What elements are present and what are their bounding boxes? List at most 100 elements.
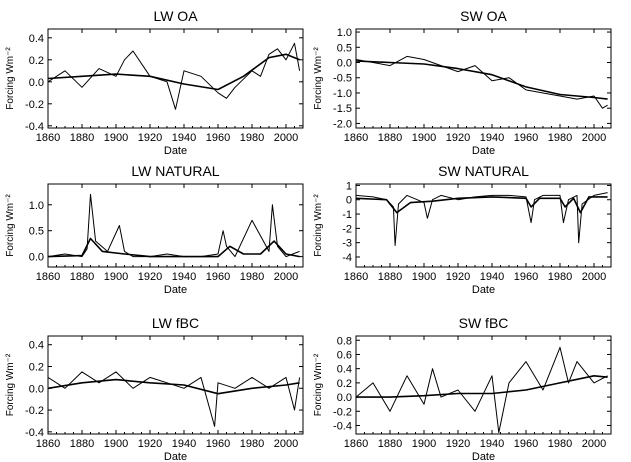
panel-3-title: LW NATURAL [131, 163, 219, 179]
panel-5-x-tick-label: 1980 [240, 438, 264, 450]
panel-2-series-annual-line [356, 55, 608, 109]
panel-3-x-axis-label: Date [164, 284, 187, 296]
panel-3-y-axis-label: Forcing Wm⁻² [5, 194, 16, 257]
panel-4-series-smoothed-line [356, 196, 608, 214]
panel-4-y-tick-label: 1 [346, 180, 352, 192]
panel-6-x-tick-label: 1900 [412, 438, 436, 450]
panel-1-y-tick-label: 0.0 [29, 77, 44, 89]
panel-6-y-tick-label: 0.0 [337, 392, 352, 404]
panel-3-y-tick-label: 0.5 [29, 226, 44, 238]
panel-5-y-tick-label: 0.2 [29, 361, 44, 373]
panel-1-plot-frame [47, 28, 304, 129]
panel-1-x-tick-label: 1940 [172, 132, 196, 144]
panel-5-y-tick-label: -0.4 [25, 427, 44, 439]
panel-4-x-tick-label: 1860 [344, 271, 368, 283]
panel-5: LW fBC Date Forcing Wm⁻² 1860 1880 1900 1920 19… [5, 315, 304, 462]
panel-3-x-tick-label: 1940 [172, 271, 196, 283]
panel-3-x-tick-label: 1860 [36, 271, 60, 283]
panel-5-x-tick-label: 1880 [70, 438, 94, 450]
panel-2-y-axis-label: Forcing Wm⁻² [313, 47, 324, 110]
panel-1-y-tick-label: 0.4 [29, 33, 44, 45]
panel-5-series-smoothed-line [48, 378, 300, 395]
panel-4-y-tick-label: -3 [342, 238, 352, 250]
panel-6-series-smoothed-line [356, 374, 608, 398]
panel-3-series-smoothed-line [48, 237, 300, 258]
panel-2-y-tick-label: 1.0 [337, 27, 352, 39]
panel-6-x-tick-label: 1980 [548, 438, 572, 450]
panel-6: SW fBC Date Forcing Wm⁻² 1860 1880 1900 1920 19… [313, 315, 612, 462]
panel-1-title: LW OA [153, 8, 198, 24]
panel-6-y-axis-label: Forcing Wm⁻² [313, 353, 324, 416]
panel-4-x-tick-label: 1900 [412, 271, 436, 283]
panel-4-series-annual-line [356, 192, 608, 246]
panel-4: SW NATURAL Date Forcing Wm⁻² 1860 1880 1900 19… [313, 163, 612, 296]
panel-3-y-tick-label: 0.0 [29, 252, 44, 264]
panel-4-x-tick-label: 1940 [480, 271, 504, 283]
panel-6-y-tick-label: -0.4 [333, 420, 352, 432]
panel-4-x-tick-label: 1920 [446, 271, 470, 283]
panel-3-x-tick-label: 1900 [104, 271, 128, 283]
panel-6-series-annual-line [356, 346, 608, 434]
panel-6-plot-frame [355, 335, 612, 435]
panel-1-x-tick-label: 1980 [240, 132, 264, 144]
panel-1-x-tick-label: 2000 [274, 132, 298, 144]
panel-2-x-tick-label: 1860 [344, 132, 368, 144]
panel-2-y-tick-label: 0.0 [337, 58, 352, 70]
panel-5-x-tick-label: 2000 [274, 438, 298, 450]
panel-5-x-tick-label: 1900 [104, 438, 128, 450]
panel-1-x-tick-label: 1960 [206, 132, 230, 144]
panel-3: LW NATURAL Date Forcing Wm⁻² 1860 1880 1900 19… [5, 163, 304, 296]
panel-5-x-tick-label: 1860 [36, 438, 60, 450]
panel-2-x-tick-label: 1980 [548, 132, 572, 144]
panel-5-x-tick-label: 1960 [206, 438, 230, 450]
panel-6-x-tick-label: 1920 [446, 438, 470, 450]
panel-6-y-tick-label: 0.4 [337, 364, 352, 376]
panel-1: LW OA Date Forcing Wm⁻² 1860 1880 1900 1920 194… [5, 8, 304, 157]
panel-1-x-axis-label: Date [164, 145, 187, 157]
panel-4-plot-frame [355, 183, 612, 268]
panel-6-y-tick-label: 0.2 [337, 378, 352, 390]
panel-3-y-tick-label: 1.0 [29, 200, 44, 212]
panel-5-x-axis-label: Date [164, 451, 187, 462]
panel-4-title: SW NATURAL [438, 163, 529, 179]
panel-6-x-tick-label: 1940 [480, 438, 504, 450]
panel-3-x-tick-label: 1980 [240, 271, 264, 283]
panel-3-x-tick-label: 1880 [70, 271, 94, 283]
panel-6-title: SW fBC [459, 315, 509, 331]
panel-4-y-axis-label: Forcing Wm⁻² [313, 194, 324, 257]
panel-2-x-tick-label: 1940 [480, 132, 504, 144]
panel-5-series-annual-line [48, 371, 301, 427]
panel-1-y-axis-label: Forcing Wm⁻² [5, 47, 16, 110]
panel-2: SW OA Date Forcing Wm⁻² 1860 1880 1900 1920 194… [313, 8, 612, 157]
panel-4-y-tick-label: -4 [342, 252, 352, 264]
panel-5-y-tick-label: 0.4 [29, 340, 44, 352]
panel-2-y-tick-label: -1.5 [333, 103, 352, 115]
panel-1-y-tick-label: -0.4 [25, 121, 44, 133]
panel-3-series-annual-line [48, 193, 300, 258]
panel-1-x-tick-label: 1900 [104, 132, 128, 144]
panel-6-x-tick-label: 1860 [344, 438, 368, 450]
panel-4-y-tick-label: 0 [346, 195, 352, 207]
panel-3-plot-frame [47, 183, 304, 268]
panel-2-title: SW OA [460, 8, 507, 24]
panel-1-series-smoothed-line [48, 53, 300, 91]
panel-3-x-tick-label: 1960 [206, 271, 230, 283]
panel-2-series-smoothed-line [356, 60, 608, 100]
panel-2-x-tick-label: 1880 [378, 132, 402, 144]
panel-5-x-tick-label: 1940 [172, 438, 196, 450]
panel-6-x-tick-label: 1880 [378, 438, 402, 450]
panel-4-x-tick-label: 1980 [548, 271, 572, 283]
panel-1-y-tick-label: -0.2 [25, 99, 44, 111]
panel-1-x-tick-label: 1880 [70, 132, 94, 144]
panel-4-x-tick-label: 1960 [514, 271, 538, 283]
panel-3-x-tick-label: 1920 [138, 271, 162, 283]
panel-5-y-tick-label: -0.2 [25, 405, 44, 417]
panel-2-y-tick-label: -1.0 [333, 88, 352, 100]
panel-5-x-tick-label: 1920 [138, 438, 162, 450]
panel-3-x-tick-label: 2000 [274, 271, 298, 283]
panel-6-y-tick-label: 0.8 [337, 335, 352, 347]
panel-5-y-axis-label: Forcing Wm⁻² [5, 353, 16, 416]
panel-6-x-tick-label: 1960 [514, 438, 538, 450]
panel-2-y-tick-label: -2.0 [333, 118, 352, 130]
